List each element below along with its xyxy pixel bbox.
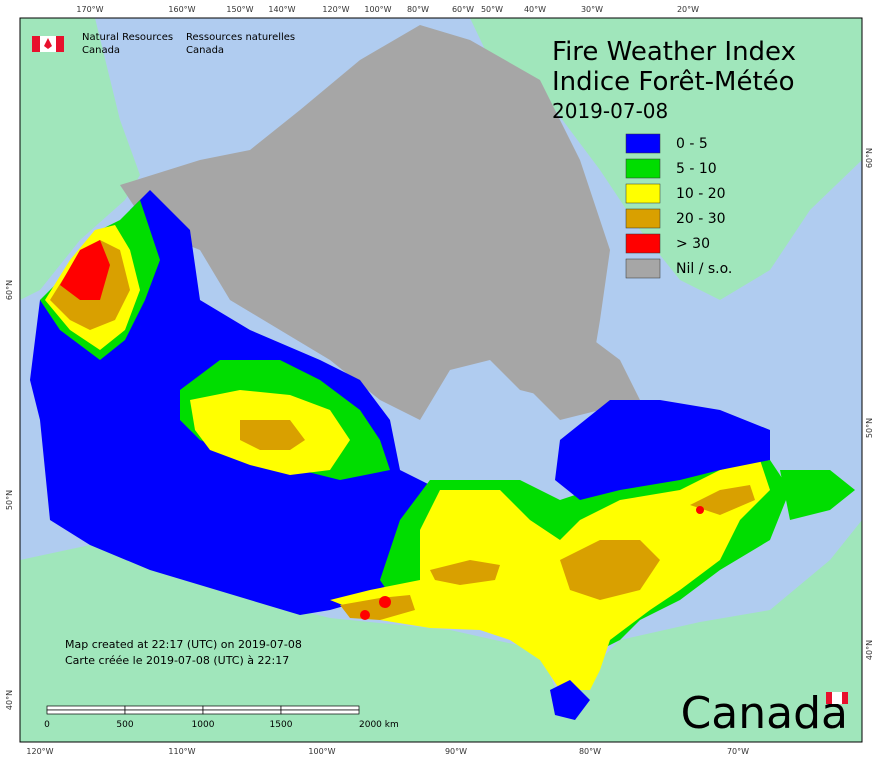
note: Carte créée le 2019-07-08 (UTC) à 22:17 bbox=[65, 654, 289, 667]
bottom-label: 120°W bbox=[26, 747, 53, 756]
bottom-label: 70°W bbox=[727, 747, 749, 756]
scale-bar: 0 500 1000 1500 2000 km bbox=[44, 705, 399, 730]
legend-label: 5 - 10 bbox=[676, 161, 717, 177]
legend-swatch bbox=[625, 208, 661, 229]
scale-segment bbox=[202, 709, 282, 715]
bottom-label: 100°W bbox=[308, 747, 335, 756]
scale-label: 500 bbox=[116, 720, 133, 730]
agency-fr: Canada bbox=[186, 45, 224, 56]
scale-segment bbox=[124, 709, 204, 715]
agency-fr: Ressources naturelles bbox=[186, 32, 295, 43]
scale-segment bbox=[46, 709, 126, 715]
legend-swatch bbox=[625, 183, 661, 204]
top-label: 60°W bbox=[452, 5, 474, 14]
agency-en: Natural Resources bbox=[82, 32, 173, 43]
bottom-label: 90°W bbox=[445, 747, 467, 756]
legend-label: 0 - 5 bbox=[676, 136, 708, 152]
scale-label: 1000 bbox=[192, 720, 215, 730]
scale-label: 0 bbox=[44, 720, 50, 730]
legend-swatch bbox=[625, 258, 661, 279]
nrcan-signature: Natural Resources Canada Ressources natu… bbox=[32, 32, 295, 56]
left-label: 50°N bbox=[5, 490, 14, 510]
top-label: 120°W bbox=[322, 5, 349, 14]
map-frame bbox=[19, 17, 863, 743]
scale-segment bbox=[202, 705, 282, 711]
right-label: 60°N bbox=[865, 148, 874, 168]
wordmark: Canada bbox=[681, 688, 848, 739]
agency-en: Canada bbox=[82, 45, 120, 56]
scale-segment bbox=[280, 709, 360, 715]
scale-segment bbox=[124, 705, 204, 711]
legend-label: Nil / s.o. bbox=[676, 261, 732, 277]
legend-label: 10 - 20 bbox=[676, 186, 726, 202]
legend-label: 20 - 30 bbox=[676, 211, 726, 227]
top-label: 140°W bbox=[268, 5, 295, 14]
map-date: 2019-07-08 bbox=[552, 99, 668, 123]
legend-swatch bbox=[625, 233, 661, 254]
top-label: 30°W bbox=[581, 5, 603, 14]
scale-label: 1500 bbox=[270, 720, 293, 730]
map-title: Indice Forêt-Météo bbox=[552, 67, 795, 97]
scale-segment bbox=[280, 705, 360, 711]
top-label: 40°W bbox=[524, 5, 546, 14]
map-title: Fire Weather Index bbox=[552, 37, 796, 67]
top-label: 160°W bbox=[168, 5, 195, 14]
legend-swatch bbox=[625, 133, 661, 154]
legend-label: > 30 bbox=[676, 236, 710, 252]
legend: 0 - 5 5 - 10 10 - 20 20 - 30 > 30 Nil / s.o. bbox=[625, 133, 732, 279]
right-label: 40°N bbox=[865, 640, 874, 660]
top-label: 170°W bbox=[76, 5, 103, 14]
bottom-label: 110°W bbox=[168, 747, 195, 756]
wordmark-flag bbox=[826, 692, 848, 704]
top-label: 150°W bbox=[226, 5, 253, 14]
top-label: 20°W bbox=[677, 5, 699, 14]
scale-segment bbox=[46, 705, 126, 711]
top-label: 50°W bbox=[481, 5, 503, 14]
note: Map created at 22:17 (UTC) on 2019-07-08 bbox=[65, 638, 302, 651]
scale-label: 2000 km bbox=[359, 720, 399, 730]
left-label: 40°N bbox=[5, 690, 14, 710]
graticule-labels: 170°W 160°W 150°W 140°W 120°W 100°W 80°W 60°W 50… bbox=[5, 5, 874, 756]
top-label: 80°W bbox=[407, 5, 429, 14]
legend-swatch bbox=[625, 158, 661, 179]
top-label: 100°W bbox=[364, 5, 391, 14]
bottom-label: 80°W bbox=[579, 747, 601, 756]
left-label: 60°N bbox=[5, 280, 14, 300]
right-label: 50°N bbox=[865, 418, 874, 438]
